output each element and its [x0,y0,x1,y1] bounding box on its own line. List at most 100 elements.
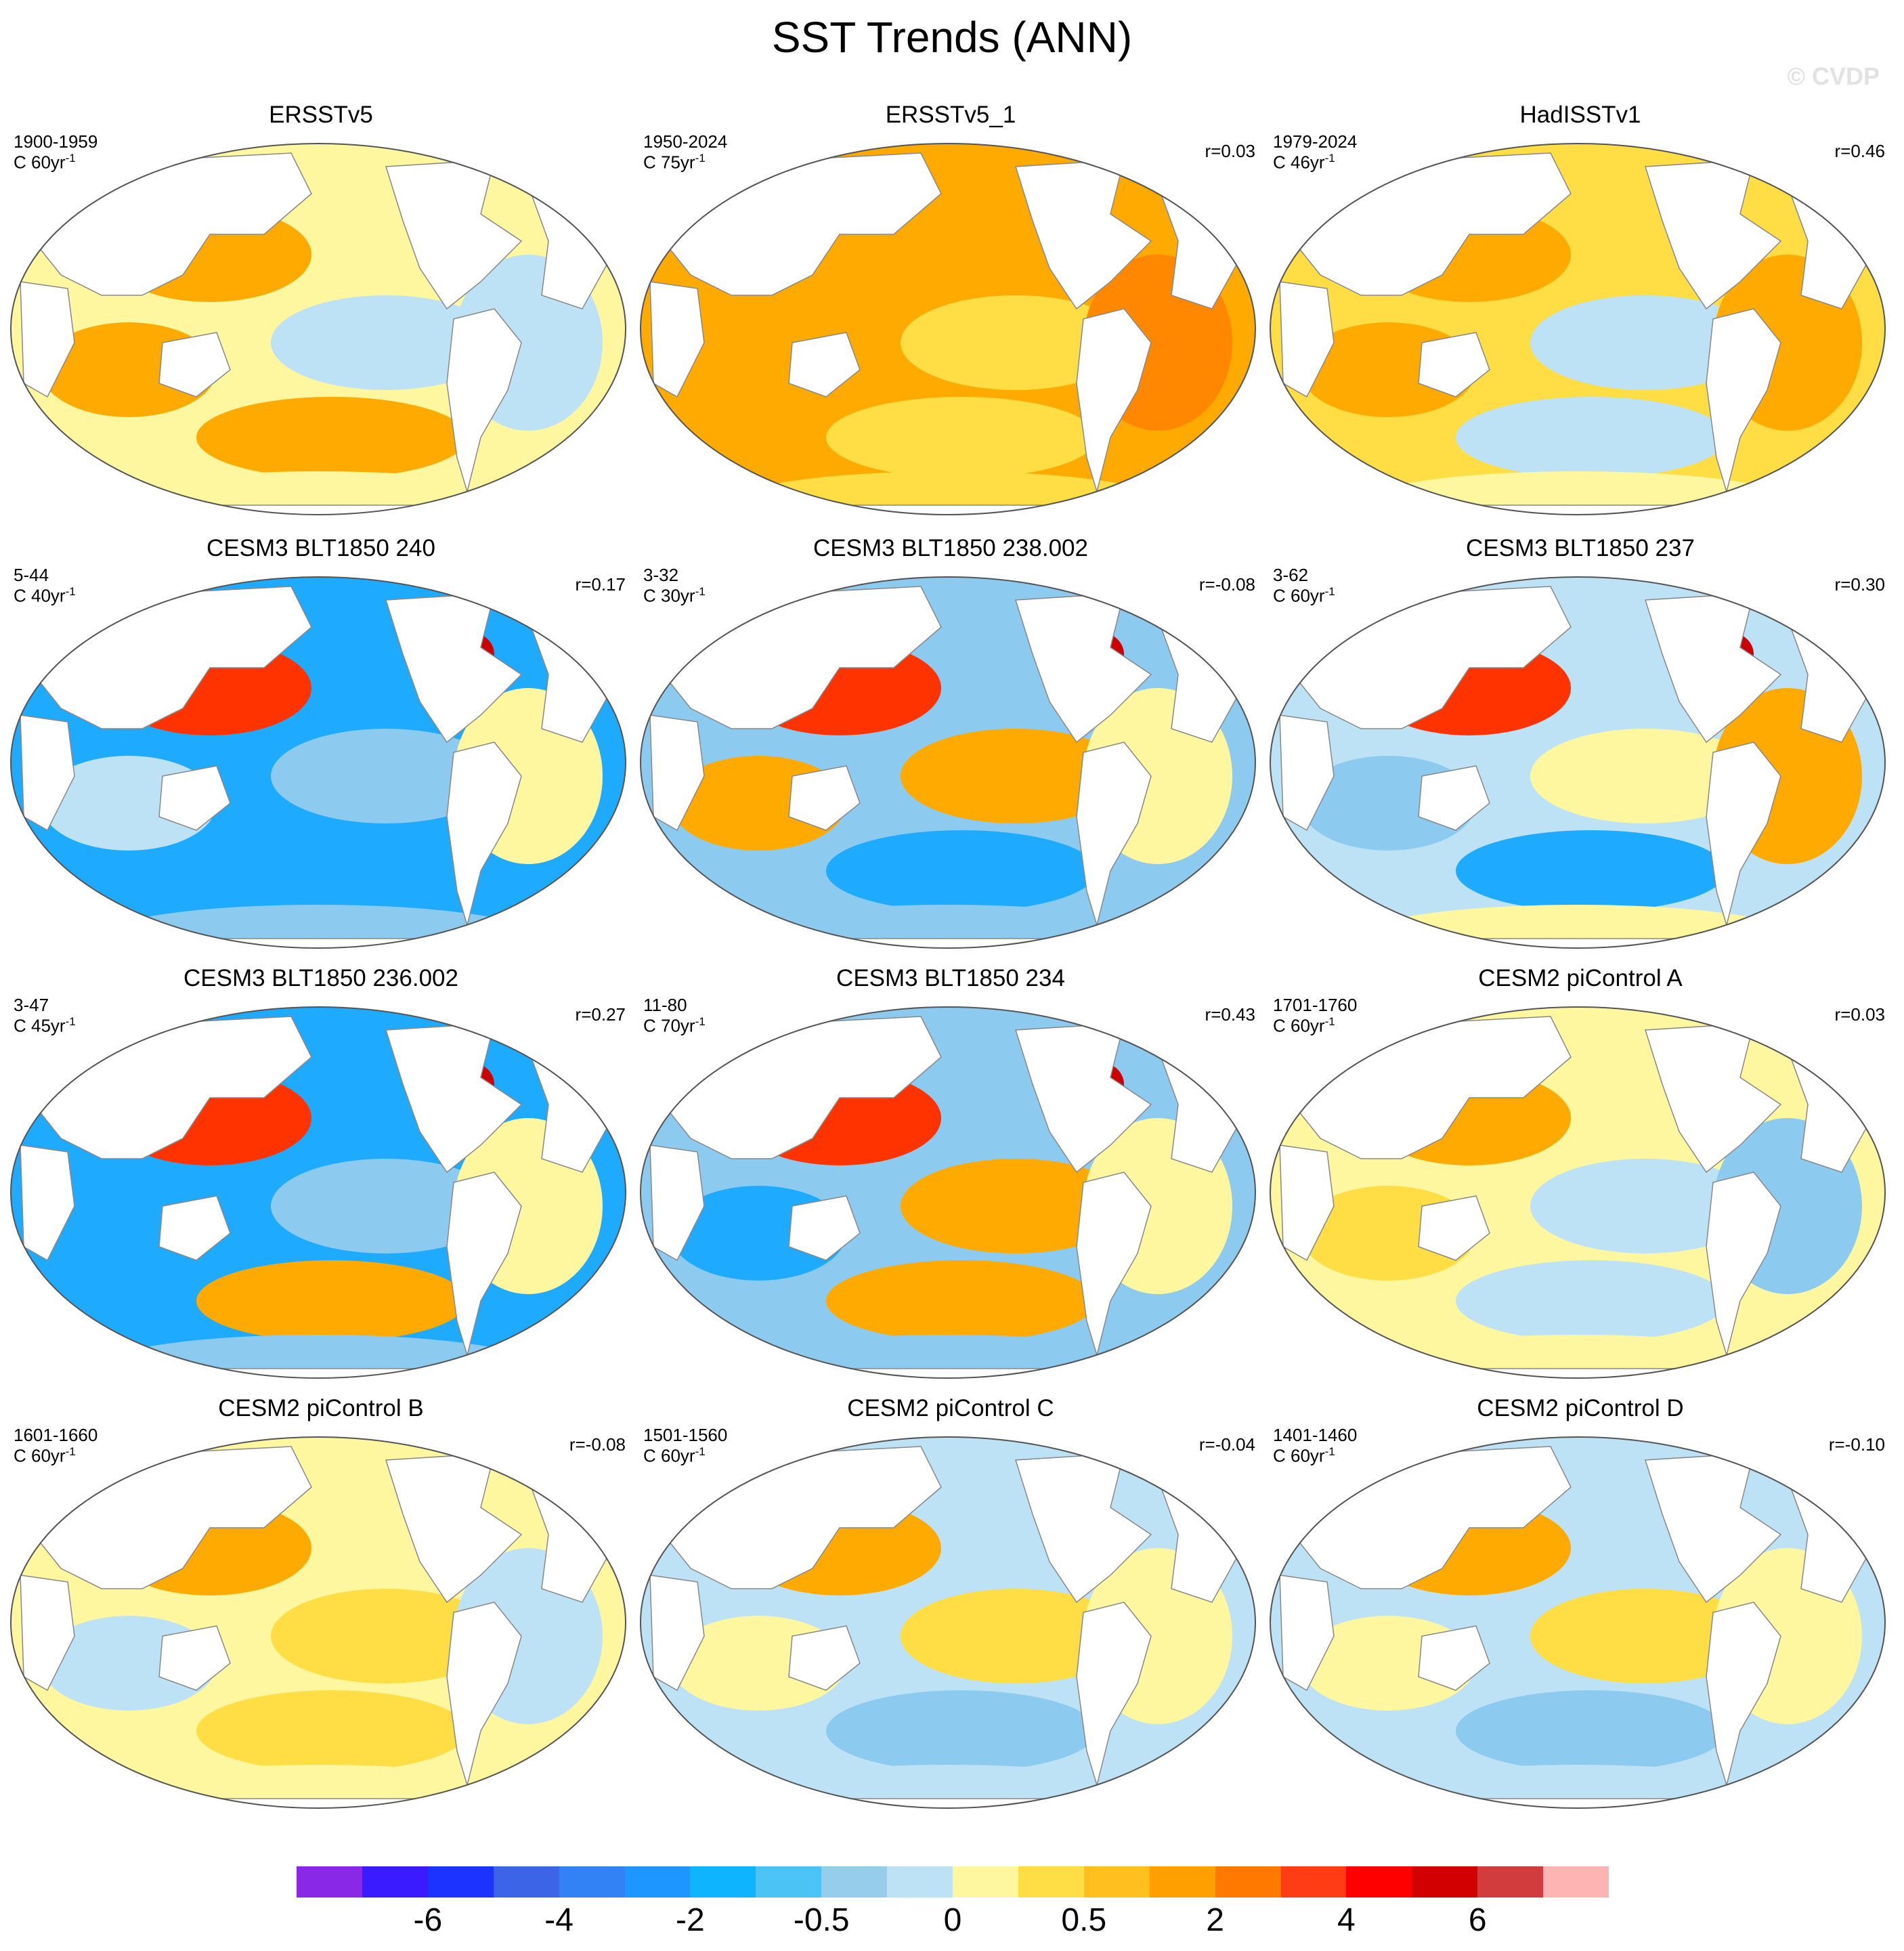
land-australia [788,1195,861,1261]
trend-units-text: C 60yr [1273,585,1325,606]
land-africa [20,714,75,832]
map-panel: CESM3 BLT1850 240 5-44 C 40yr-1 r=0.17 [7,535,635,955]
sst-trend-map [640,1436,1256,1809]
land-antarctica [11,938,626,948]
land-antarctica [11,1798,626,1808]
trend-units-exponent: -1 [695,585,706,598]
trend-anomaly-region [1456,830,1727,912]
panel-trend-units: C 70yr-1 [643,1015,706,1037]
panel-trend-units: C 60yr-1 [14,152,76,173]
trend-anomaly-region [196,1690,467,1772]
land-africa [20,281,75,398]
panel-correlation: r=0.43 [1205,1004,1255,1025]
land-australia [158,1195,231,1261]
land-south-america [1706,308,1781,494]
trend-units-text: C 45yr [14,1015,66,1036]
colorbar-box [953,1866,1019,1898]
colorbar-box [297,1866,363,1898]
land-north-america [1644,1023,1782,1174]
land-north-america [385,159,523,310]
sst-trend-map [640,576,1256,949]
map-boundary [640,1436,1256,1809]
land-antarctica [11,1368,626,1378]
land-africa [649,1144,705,1262]
panel-years: 1900-1959 [14,131,98,152]
panel-trend-units: C 46yr-1 [1273,152,1335,173]
colorbar-box [1543,1866,1609,1898]
land-africa [649,714,705,832]
trend-units-text: C 60yr [1273,1445,1325,1466]
trend-units-text: C 75yr [643,152,695,173]
trend-anomaly-region [826,1690,1097,1772]
panel-years: 1601-1660 [14,1425,98,1445]
land-australia [158,332,231,398]
colorbar-box [1149,1866,1216,1898]
land-north-america [1644,593,1782,744]
trend-units-exponent: -1 [695,152,706,165]
trend-units-exponent: -1 [65,1445,76,1458]
panel-title: ERSSTv5 [269,102,373,128]
panel-trend-units: C 60yr-1 [1273,1015,1335,1037]
land-antarctica [11,505,626,515]
sst-trend-map [640,143,1256,515]
colorbar-tick-label: 2 [1206,1902,1224,1938]
land-south-america [1706,742,1781,927]
land-south-america [446,1172,522,1357]
colorbar-box [1346,1866,1412,1898]
sst-trend-map [10,576,626,949]
land-africa [1279,1574,1335,1692]
panel-years: 1701-1760 [1273,995,1358,1015]
map-panel: CESM3 BLT1850 236.002 3-47 C 45yr-1 r=0.27 [7,965,635,1385]
trend-units-exponent: -1 [1324,152,1335,165]
colorbar-box [559,1866,625,1898]
land-south-america [446,1602,522,1787]
trend-units-text: C 70yr [643,1015,695,1036]
colorbar-tick-label: -6 [413,1902,443,1938]
panel-trend-units: C 40yr-1 [14,585,76,607]
trend-anomaly-region [271,1159,501,1253]
panel-correlation: r=0.17 [575,574,626,595]
map-boundary [1270,576,1886,949]
panel-title: CESM3 BLT1850 238.002 [813,535,1088,561]
land-australia [1418,1625,1490,1691]
land-australia [1418,765,1490,831]
trend-anomaly-region [1530,1159,1760,1253]
land-africa [1279,1144,1335,1262]
trend-anomaly-region [1530,729,1760,823]
land-australia [158,765,231,831]
land-australia [158,1625,231,1691]
page-title: SST Trends (ANN) [771,13,1133,62]
trend-anomaly-region [826,830,1097,912]
trend-units-text: C 60yr [1273,1015,1325,1036]
colorbar-box [362,1866,429,1898]
trend-units-exponent: -1 [1324,1445,1335,1458]
panel-years: 3-32 [643,565,679,585]
trend-units-exponent: -1 [695,1015,706,1028]
panel-trend-units: C 75yr-1 [643,152,706,173]
colorbar-box [690,1866,756,1898]
panel-trend-units: C 60yr-1 [1273,585,1335,607]
trend-anomaly-region [901,1159,1131,1253]
map-boundary [10,1436,626,1809]
map-panel: CESM2 piControl C 1501-1560 C 60yr-1 r=-0.0… [636,1395,1265,1815]
land-antarctica [641,1368,1255,1378]
colorbar-tick-label: 0.5 [1061,1902,1107,1938]
colorbar-box [427,1866,494,1898]
land-africa [649,281,705,398]
sst-trend-map [10,1006,626,1379]
trend-units-exponent: -1 [1324,585,1335,598]
land-antarctica [641,505,1255,515]
trend-units-text: C 40yr [14,585,66,606]
land-antarctica [1270,1798,1885,1808]
land-north-america [385,593,523,744]
panel-correlation: r=0.27 [575,1004,626,1025]
sst-trend-map [1270,1006,1886,1379]
trend-anomaly-region [271,295,501,390]
trend-units-exponent: -1 [1324,1015,1335,1028]
land-africa [20,1574,75,1692]
map-boundary [640,576,1256,949]
panel-years: 1979-2024 [1273,131,1358,152]
panel-correlation: r=0.30 [1834,574,1885,595]
panel-correlation: r=0.03 [1834,1004,1885,1025]
land-north-america [1014,1453,1152,1604]
